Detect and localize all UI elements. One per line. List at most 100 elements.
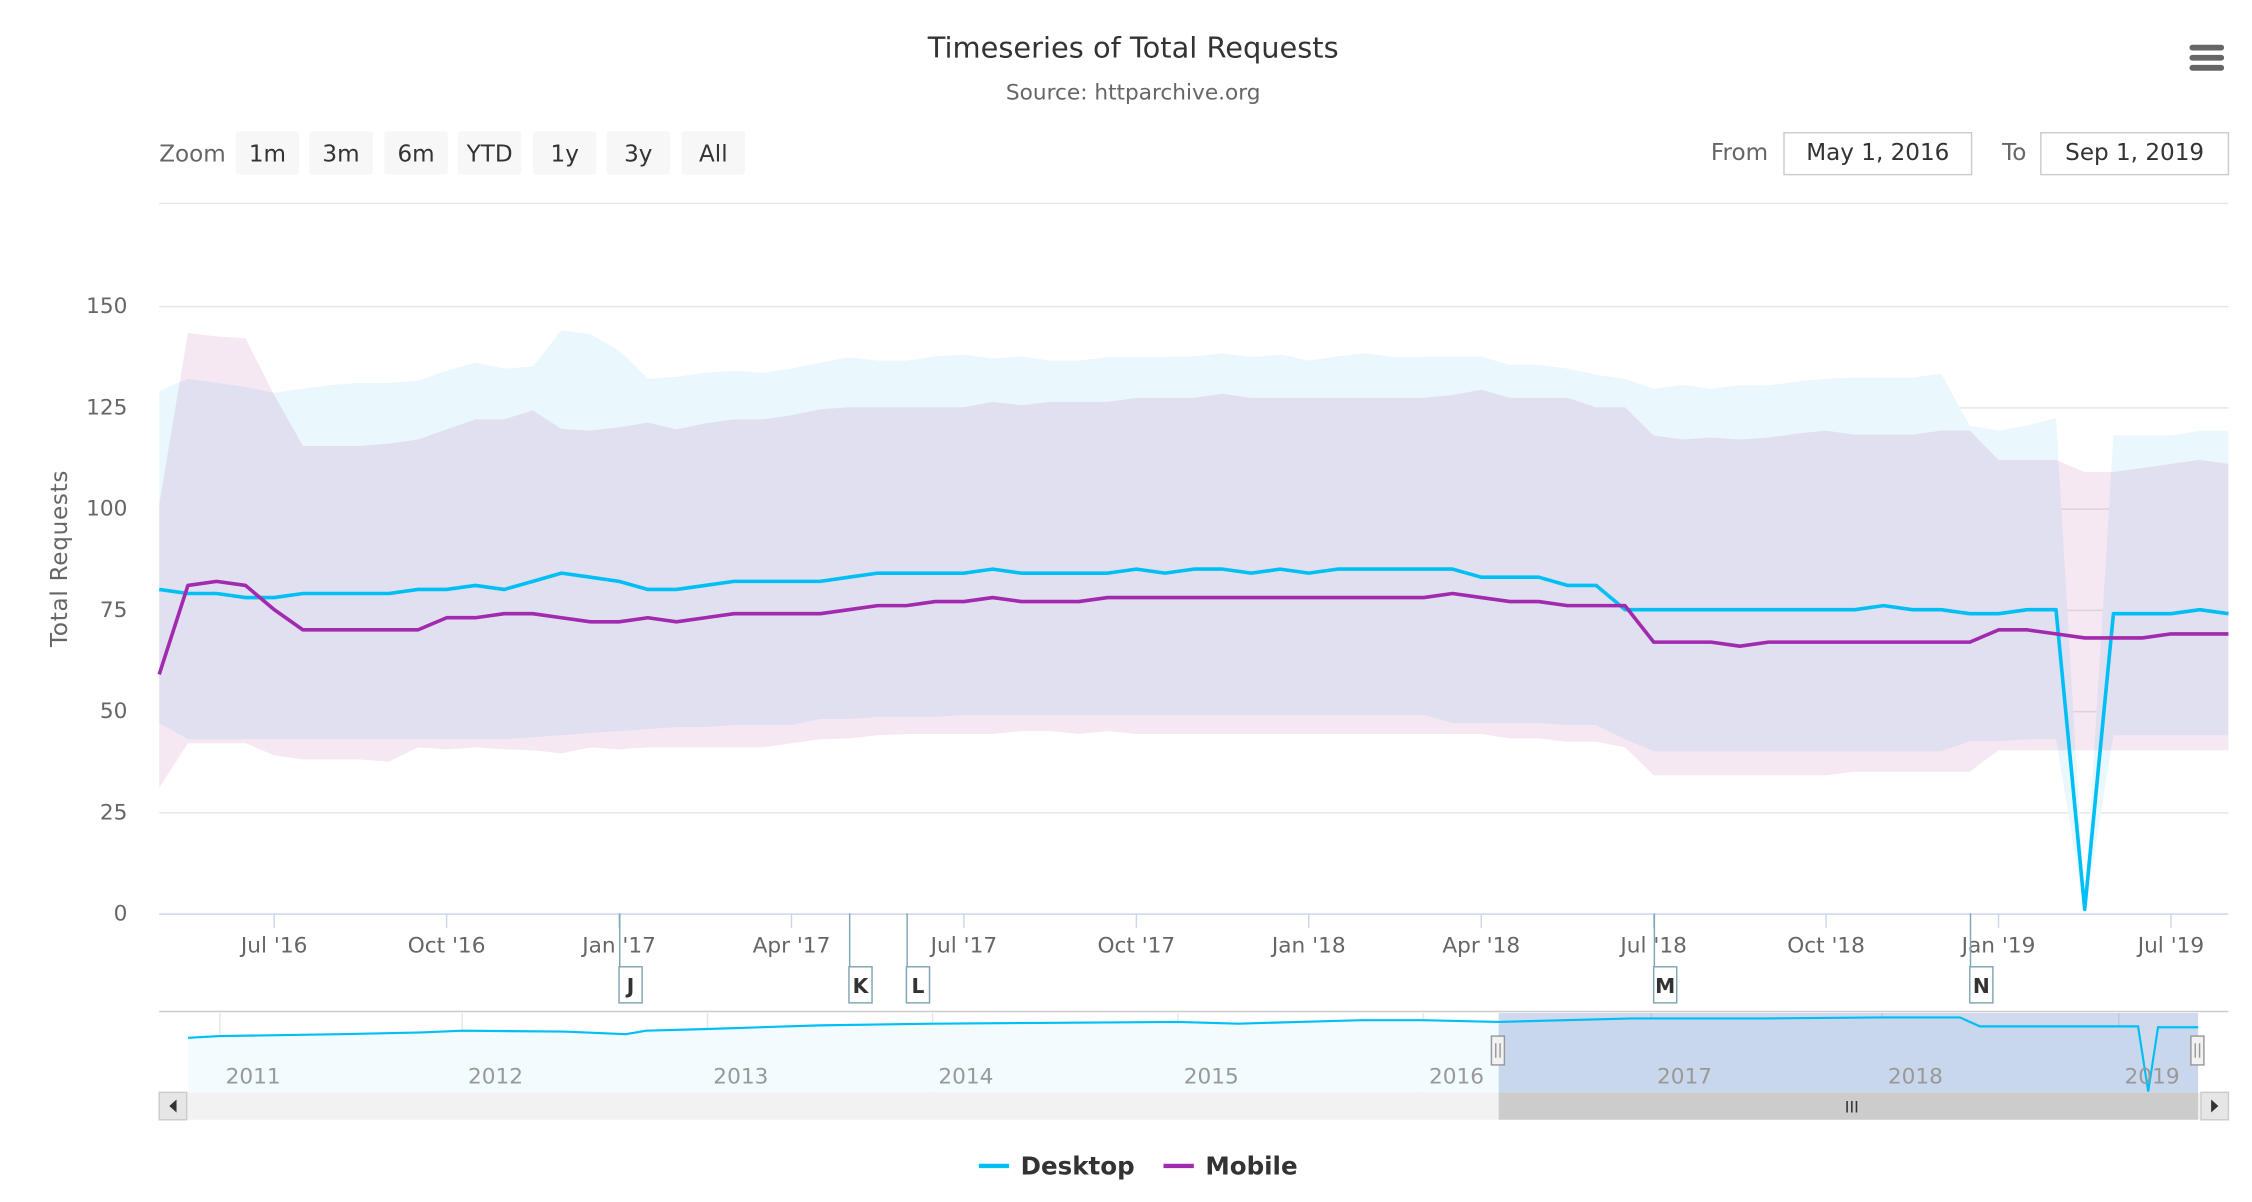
flag-label: L bbox=[912, 974, 925, 998]
zoom-button-6m[interactable]: 6m bbox=[384, 131, 448, 175]
zoom-button-label: All bbox=[699, 142, 728, 168]
scrollbar-grip-icon: III bbox=[1845, 1098, 1859, 1117]
x-tick-label: Oct '18 bbox=[1787, 933, 1865, 958]
x-tick-label: Jan '19 bbox=[1960, 933, 2036, 958]
flag-label: K bbox=[853, 974, 870, 998]
chart-title: Timeseries of Total Requests bbox=[927, 31, 1339, 65]
navigator-handle-right[interactable] bbox=[2190, 1035, 2205, 1066]
scroll-left-button[interactable] bbox=[158, 1091, 188, 1121]
zoom-button-1y[interactable]: 1y bbox=[532, 131, 597, 175]
zoom-buttons: 1m 3m 6m YTD 1y 3y All bbox=[235, 131, 746, 175]
mobile-range-band bbox=[159, 333, 2229, 788]
legend-label: Desktop bbox=[1021, 1152, 1135, 1181]
mobile-series-line[interactable] bbox=[157, 579, 2229, 676]
zoom-button-bg bbox=[384, 131, 448, 175]
navigator-series-line bbox=[188, 1016, 2199, 1092]
y-tick-label: 100 bbox=[86, 497, 127, 522]
series-lines bbox=[157, 567, 2229, 912]
flag-m[interactable]: M bbox=[1652, 913, 1678, 1004]
navigator-year-label: 2016 bbox=[1429, 1065, 1484, 1090]
flag-box bbox=[1969, 966, 1994, 1004]
flag-box bbox=[905, 966, 931, 1004]
zoom-button-label: YTD bbox=[466, 142, 513, 168]
y-tick-label: 125 bbox=[86, 395, 127, 420]
y-tick-label: 25 bbox=[100, 800, 128, 825]
navigator-year-label: 2013 bbox=[713, 1065, 768, 1090]
y-tick-label: 50 bbox=[100, 699, 128, 724]
y-tick-label: 0 bbox=[114, 902, 128, 927]
x-tick-label: Jul '18 bbox=[1618, 933, 1686, 958]
x-tick-label: Jan '18 bbox=[1270, 933, 1346, 958]
flag-j[interactable]: J bbox=[618, 913, 643, 1004]
zoom-button-label: 1m bbox=[249, 142, 286, 168]
x-tick-label: Oct '16 bbox=[408, 933, 486, 958]
zoom-button-1m[interactable]: 1m bbox=[235, 131, 300, 175]
zoom-button-label: 3m bbox=[322, 142, 359, 168]
zoom-button-3m[interactable]: 3m bbox=[309, 131, 373, 175]
to-date-value: Sep 1, 2019 bbox=[2065, 140, 2204, 166]
navigator-year-label: 2018 bbox=[1888, 1065, 1943, 1090]
handle-body bbox=[1490, 1035, 1506, 1066]
zoom-button-3y[interactable]: 3y bbox=[606, 131, 671, 175]
zoom-button-bg bbox=[309, 131, 373, 175]
desktop-series-line[interactable] bbox=[158, 567, 2229, 912]
navigator-year-label: 2011 bbox=[226, 1065, 281, 1090]
x-tick-label: Jul '19 bbox=[2136, 933, 2204, 958]
navigator-year-label: 2014 bbox=[938, 1065, 993, 1090]
y-axis-title: Total Requests bbox=[47, 470, 73, 648]
scroll-right-button[interactable] bbox=[2200, 1091, 2230, 1121]
flag-k[interactable]: K bbox=[848, 913, 873, 1004]
arrow-right-icon bbox=[2211, 1099, 2219, 1113]
flag-box bbox=[618, 966, 643, 1004]
zoom-button-bg bbox=[532, 131, 597, 175]
from-date-value: May 1, 2016 bbox=[1806, 140, 1949, 166]
scrollbar[interactable]: III bbox=[158, 1091, 2230, 1121]
legend-item-desktop[interactable]: Desktop bbox=[978, 1152, 1135, 1181]
flag-n[interactable]: N bbox=[1969, 913, 1994, 1004]
y-tick-label: 75 bbox=[100, 598, 128, 623]
zoom-label: Zoom bbox=[159, 142, 226, 168]
navigator-handle-left[interactable] bbox=[1490, 1035, 1506, 1066]
navigator-year-label: 2015 bbox=[1184, 1065, 1239, 1090]
legend-item-mobile[interactable]: Mobile bbox=[1163, 1152, 1298, 1181]
legend-label: Mobile bbox=[1205, 1152, 1297, 1181]
navigator-year-label: 2012 bbox=[468, 1065, 523, 1090]
to-date-input[interactable]: Sep 1, 2019 bbox=[2040, 132, 2230, 176]
from-date-input[interactable]: May 1, 2016 bbox=[1783, 132, 1973, 176]
x-tick-label: Apr '18 bbox=[1442, 933, 1520, 958]
flag-label: M bbox=[1655, 974, 1675, 998]
y-axis-ticks: 0 25 50 75 100 125 150 bbox=[86, 294, 127, 926]
zoom-button-label: 1y bbox=[551, 142, 579, 168]
from-label: From bbox=[1711, 140, 1768, 166]
x-tick-label: Jan '17 bbox=[580, 933, 656, 958]
to-label: To bbox=[2001, 140, 2026, 166]
scrollbar-thumb[interactable] bbox=[1498, 1092, 2199, 1120]
x-tick-label: Jul '16 bbox=[239, 933, 307, 958]
flag-l[interactable]: L bbox=[905, 913, 931, 1004]
handle-body bbox=[2190, 1035, 2205, 1066]
arrow-left-icon bbox=[169, 1099, 177, 1113]
flag-label: N bbox=[1973, 974, 1990, 998]
navigator[interactable]: 2011 2012 2013 2014 2015 2016 2017 2018 2019 bbox=[159, 1010, 2229, 1093]
x-tick-label: Apr '17 bbox=[753, 933, 831, 958]
zoom-button-bg bbox=[606, 131, 671, 175]
navigator-area bbox=[188, 1017, 2199, 1093]
x-tick-label: Oct '17 bbox=[1097, 933, 1175, 958]
zoom-button-label: 6m bbox=[397, 142, 434, 168]
flag-box bbox=[1652, 966, 1678, 1004]
zoom-button-all[interactable]: All bbox=[681, 131, 746, 175]
zoom-button-bg bbox=[235, 131, 300, 175]
flag-box bbox=[848, 966, 873, 1004]
x-tick-label: Jul '17 bbox=[929, 933, 997, 958]
x-axis-ticks: Jul '16 Oct '16 Jan '17 Apr '17 Jul '17 Oct '… bbox=[239, 913, 2204, 958]
zoom-button-bg bbox=[457, 131, 522, 175]
y-tick-label: 150 bbox=[86, 294, 127, 319]
navigator-selected-range[interactable] bbox=[1498, 1012, 2199, 1093]
hamburger-menu-icon[interactable] bbox=[2186, 38, 2227, 71]
navigator-year-label: 2017 bbox=[1657, 1065, 1712, 1090]
zoom-button-label: 3y bbox=[624, 142, 652, 168]
zoom-button-ytd[interactable]: YTD bbox=[457, 131, 522, 175]
flag-label: J bbox=[625, 974, 635, 998]
navigator-year-label: 2019 bbox=[2125, 1065, 2180, 1090]
